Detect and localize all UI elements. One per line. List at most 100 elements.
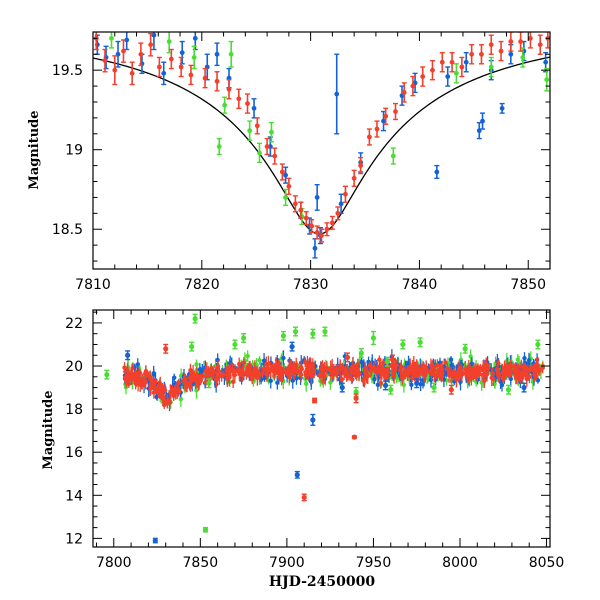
red-data-point — [410, 83, 416, 89]
blue-baseline-point — [359, 359, 364, 365]
green-outlier-point — [462, 346, 468, 352]
red-outlier-point — [311, 397, 318, 404]
red-baseline-point — [303, 370, 308, 375]
green-outlier-point — [358, 350, 364, 356]
red-data-point — [508, 39, 514, 44]
red-baseline-point — [466, 365, 472, 370]
red-baseline-point — [458, 369, 464, 375]
x-tick-label: 7820 — [184, 277, 220, 293]
green-data-point — [228, 51, 234, 57]
red-baseline-point — [206, 370, 212, 376]
top-ticks: 7810 7820 7830 7840 7850 18.5 19 19.5 — [52, 32, 551, 293]
red-baseline-point — [133, 370, 139, 376]
red-baseline-point — [349, 376, 354, 382]
x-tick-label: 7850 — [183, 555, 219, 571]
green-outlier-point — [310, 331, 316, 337]
red-baseline-point — [481, 368, 487, 373]
y-tick-label: 19 — [65, 143, 83, 159]
red-baseline-point — [524, 376, 530, 381]
blue-baseline-point — [281, 355, 286, 361]
green-outlier-point — [280, 333, 287, 339]
red-data-point — [329, 220, 335, 226]
blue-baseline-point — [290, 378, 295, 383]
blue-baseline-point — [508, 376, 513, 382]
red-baseline-point — [435, 363, 440, 368]
green-data-point — [390, 153, 396, 159]
red-data-point — [129, 70, 135, 76]
green-baseline-point — [194, 388, 199, 393]
green-data-point — [544, 77, 550, 83]
red-baseline-point — [393, 364, 398, 369]
red-data-point — [351, 175, 357, 181]
blue-baseline-point — [172, 375, 177, 380]
red-baseline-point — [525, 367, 531, 373]
red-data-point — [303, 215, 309, 221]
red-baseline-point — [132, 377, 137, 382]
blue-baseline-point — [268, 378, 273, 384]
blue-data-point — [161, 70, 167, 76]
red-baseline-point — [172, 387, 177, 393]
green-outlier-point — [104, 372, 110, 378]
green-data-point — [247, 128, 253, 134]
red-data-point — [324, 226, 330, 232]
red-outlier-point — [301, 494, 307, 501]
red-baseline-point — [122, 365, 127, 370]
blue-baseline-point — [437, 360, 443, 365]
red-baseline-point — [226, 370, 231, 376]
microlensing-fit-curve — [93, 56, 550, 235]
blue-data-point — [124, 37, 130, 43]
red-data-point — [156, 64, 162, 70]
red-baseline-point — [247, 363, 253, 369]
red-data-point — [393, 109, 398, 114]
red-outlier-point — [163, 346, 169, 352]
red-baseline-point — [302, 360, 308, 365]
green-outlier-point — [241, 335, 247, 341]
red-baseline-point — [148, 382, 154, 387]
blue-data-point — [463, 59, 469, 65]
blue-baseline-point — [275, 380, 280, 385]
red-baseline-point — [155, 388, 160, 394]
red-baseline-point — [143, 369, 149, 374]
top-panel: 7810 7820 7830 7840 7850 18.5 19 19.5 Magnitude — [27, 31, 551, 293]
red-baseline-point — [494, 367, 500, 372]
red-data-point — [102, 58, 108, 64]
top-y-axis-label: Magnitude — [27, 110, 42, 189]
red-baseline-point — [377, 357, 382, 362]
red-baseline-point — [162, 402, 167, 408]
red-data-point — [148, 42, 154, 48]
green-baseline-point — [328, 380, 333, 385]
green-data-point — [257, 150, 262, 156]
green-baseline-point — [245, 353, 250, 359]
x-tick-label: 8050 — [529, 555, 565, 571]
red-baseline-point — [200, 373, 206, 379]
red-baseline-point — [503, 371, 508, 377]
red-data-point — [254, 123, 260, 129]
red-baseline-point — [320, 363, 325, 368]
red-baseline-point — [279, 371, 284, 377]
red-data-point — [430, 67, 435, 73]
red-baseline-point — [432, 368, 437, 373]
red-baseline-point — [514, 365, 520, 370]
top-plot-area — [93, 32, 550, 259]
x-tick-label: 7900 — [269, 555, 305, 571]
red-baseline-point — [380, 360, 386, 365]
red-baseline-point — [215, 364, 221, 369]
blue-data-point — [338, 201, 344, 207]
red-baseline-point — [521, 372, 526, 378]
y-tick-label: 12 — [65, 531, 83, 547]
red-baseline-point — [519, 364, 524, 369]
red-baseline-point — [478, 367, 483, 373]
red-data-point — [488, 42, 494, 48]
blue-data-point — [214, 51, 220, 57]
red-data-point — [286, 183, 292, 189]
red-baseline-point — [240, 373, 245, 378]
red-baseline-point — [306, 364, 312, 369]
red-data-point — [112, 67, 118, 73]
red-data-point — [459, 64, 465, 70]
red-baseline-point — [436, 370, 441, 375]
green-outlier-point — [292, 328, 299, 335]
red-data-point — [319, 233, 324, 238]
red-baseline-point — [299, 366, 304, 372]
red-data-point — [537, 42, 543, 48]
blue-data-point — [192, 35, 198, 41]
